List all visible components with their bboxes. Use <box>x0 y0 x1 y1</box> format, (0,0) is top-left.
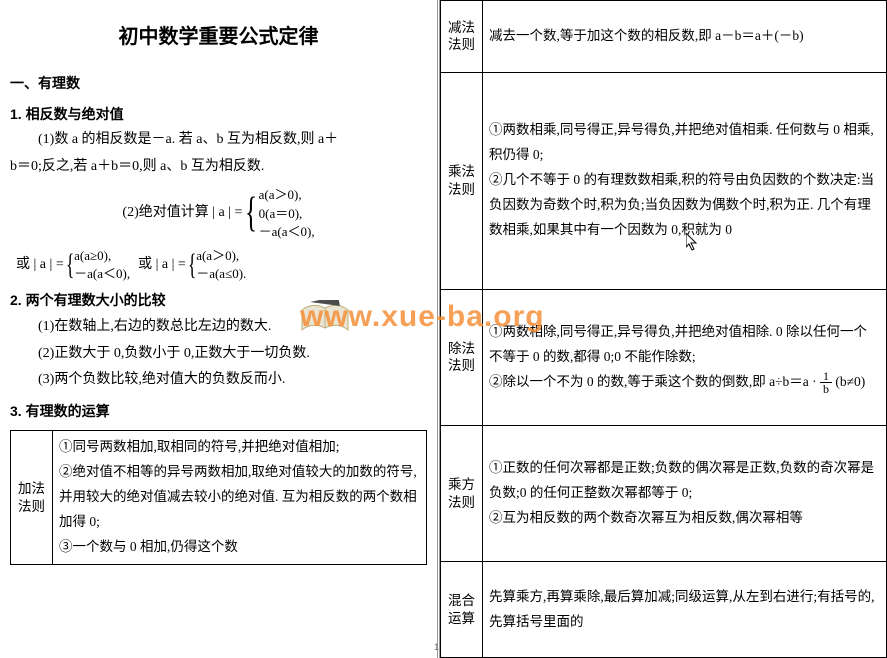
abs-lhs: (2)绝对值计算 | a | = <box>122 205 242 222</box>
topic-1-title: 1. 相反数与绝对值 <box>10 101 427 128</box>
para-2a: (1)在数轴上,右边的数总比左边的数大. <box>10 314 427 341</box>
abs-case-1: a(a＞0), <box>259 186 315 204</box>
sub-rule-label: 减法法则 <box>441 1 483 73</box>
page-number: 1 <box>434 642 439 652</box>
topic-2-title: 2. 两个有理数大小的比较 <box>10 287 427 314</box>
sub-rule-body: 减去一个数,等于加这个数的相反数,即 a－b＝a＋(－b) <box>483 1 887 73</box>
abs-case-3: －a(a＜0), <box>259 223 315 241</box>
mul-rule-label: 乘法法则 <box>441 72 483 289</box>
para-2b: (2)正数大于 0,负数小于 0,正数大于一切负数. <box>10 341 427 368</box>
right-rules-table: 减法法则 减去一个数,等于加这个数的相反数,即 a－b＝a＋(－b) 乘法法则 … <box>440 0 887 658</box>
brace-icon: { <box>245 196 257 232</box>
add-rule-label: 加法法则 <box>11 431 53 565</box>
div-body-post: (b≠0) <box>832 374 865 389</box>
table-row: 乘方法则 ①正数的任何次幂都是正数;负数的偶次幂是正数,负数的奇次幂是负数;0 … <box>441 426 887 562</box>
or2-case-1: a(a＞0), <box>196 247 246 265</box>
table-row: 除法法则 ①两数相除,同号得正,异号得负,并把绝对值相除. 0 除以任何一个不等… <box>441 289 887 426</box>
brace-icon: { <box>188 252 197 278</box>
para-2c: (3)两个负数比较,绝对值大的负数反而小. <box>10 367 427 394</box>
div-rule-body: ①两数相除,同号得正,异号得负,并把绝对值相除. 0 除以任何一个不等于 0 的… <box>483 289 887 426</box>
abs-case-2: 0(a＝0), <box>259 205 315 223</box>
para-1a: (1)数 a 的相反数是－a. 若 a、b 互为相反数,则 a＋ <box>10 127 427 154</box>
right-column: 减法法则 减去一个数,等于加这个数的相反数,即 a－b＝a＋(－b) 乘法法则 … <box>440 0 887 658</box>
abs-formula-main: (2)绝对值计算 | a | = { a(a＞0), 0(a＝0), －a(a＜… <box>10 186 427 241</box>
table-row: 加法法则 ①同号两数相加,取相同的符号,并把绝对值相加;②绝对值不相等的异号两数… <box>11 431 427 565</box>
topic-3-title: 3. 有理数的运算 <box>10 398 427 425</box>
left-rules-table-wrap: 加法法则 ①同号两数相加,取相同的符号,并把绝对值相加;②绝对值不相等的异号两数… <box>10 430 427 565</box>
pow-rule-label: 乘方法则 <box>441 426 483 562</box>
left-column: 初中数学重要公式定律 一、有理数 1. 相反数与绝对值 (1)数 a 的相反数是… <box>0 0 440 658</box>
para-1b: b＝0;反之,若 a＋b＝0,则 a、b 互为相反数. <box>10 154 427 181</box>
table-row: 乘法法则 ①两数相乘,同号得正,异号得负,并把绝对值相乘. 任何数与 0 相乘,… <box>441 72 887 289</box>
page-root: 初中数学重要公式定律 一、有理数 1. 相反数与绝对值 (1)数 a 的相反数是… <box>0 0 887 658</box>
fraction-1-over-b: 1b <box>820 370 832 395</box>
div-rule-label: 除法法则 <box>441 289 483 426</box>
table-row: 混合运算 先算乘方,再算乘除,最后算加减;同级运算,从左到右进行;有括号的,先算… <box>441 562 887 658</box>
table-row: 减法法则 减去一个数,等于加这个数的相反数,即 a－b＝a＋(－b) <box>441 1 887 73</box>
pow-rule-body: ①正数的任何次幂都是正数;负数的偶次幂是正数,负数的奇次幂是负数;0 的任何正整… <box>483 426 887 562</box>
or2-case-2: －a(a≤0). <box>196 265 246 283</box>
or1-lhs: 或 | a | = <box>16 252 64 279</box>
brace-icon: { <box>66 252 75 278</box>
section-1-title: 一、有理数 <box>10 70 427 97</box>
doc-title: 初中数学重要公式定律 <box>10 18 427 56</box>
mix-rule-body: 先算乘方,再算乘除,最后算加减;同级运算,从左到右进行;有括号的,先算括号里面的 <box>483 562 887 658</box>
or1-case-1: a(a≥0), <box>74 247 130 265</box>
add-rule-body: ①同号两数相加,取相同的符号,并把绝对值相加;②绝对值不相等的异号两数相加,取绝… <box>53 431 427 565</box>
abs-formula-alt: 或 | a | = { a(a≥0), －a(a＜0), 或 | a | = {… <box>10 247 427 283</box>
addition-rule-table: 加法法则 ①同号两数相加,取相同的符号,并把绝对值相加;②绝对值不相等的异号两数… <box>10 430 427 565</box>
frac-den: b <box>820 383 832 395</box>
div-body-pre: ①两数相除,同号得正,异号得负,并把绝对值相除. 0 除以任何一个不等于 0 的… <box>489 324 867 389</box>
or2-lhs: 或 | a | = <box>138 252 186 279</box>
mul-rule-body: ①两数相乘,同号得正,异号得负,并把绝对值相乘. 任何数与 0 相乘,积仍得 0… <box>483 72 887 289</box>
or1-case-2: －a(a＜0), <box>74 265 130 283</box>
mix-rule-label: 混合运算 <box>441 562 483 658</box>
